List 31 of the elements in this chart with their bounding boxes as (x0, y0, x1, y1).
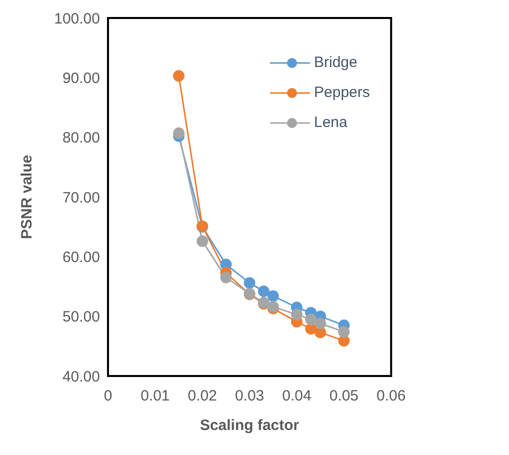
point (196, 235, 208, 247)
y-tick-label: 60.00 (62, 248, 100, 266)
y-tick-label: 80.00 (62, 130, 100, 147)
x-tick-label: 0.05 (329, 388, 359, 405)
x-tick-label: 0.03 (234, 388, 264, 405)
point (291, 308, 302, 320)
point (244, 277, 256, 289)
y-tick-label: 90.00 (62, 70, 100, 87)
x-tick-label: 0.06 (376, 388, 406, 405)
y-tick-label: 100.00 (54, 10, 100, 28)
x-tick-label: 0.01 (140, 388, 170, 405)
point (314, 318, 326, 330)
x-axis-title: Scaling factor (200, 417, 300, 434)
point (220, 272, 232, 284)
y-tick-label: 40.00 (62, 368, 100, 386)
legend-label: Peppers (314, 83, 370, 103)
x-tick-label: 0.04 (282, 388, 312, 405)
point (173, 127, 185, 139)
legend-label: Bridge (314, 53, 358, 73)
point (305, 314, 317, 326)
legend-label: Lena (314, 113, 348, 133)
point (173, 70, 185, 82)
x-tick-label: 0 (104, 388, 112, 405)
y-tick-label: 70.00 (62, 189, 100, 206)
x-tick-label: 0.02 (188, 388, 217, 405)
y-tick-label: 50.00 (62, 308, 100, 326)
point (314, 326, 326, 338)
point (258, 286, 270, 298)
point (267, 290, 279, 302)
point (338, 326, 350, 338)
y-axis-title: PSNR value (18, 154, 36, 240)
